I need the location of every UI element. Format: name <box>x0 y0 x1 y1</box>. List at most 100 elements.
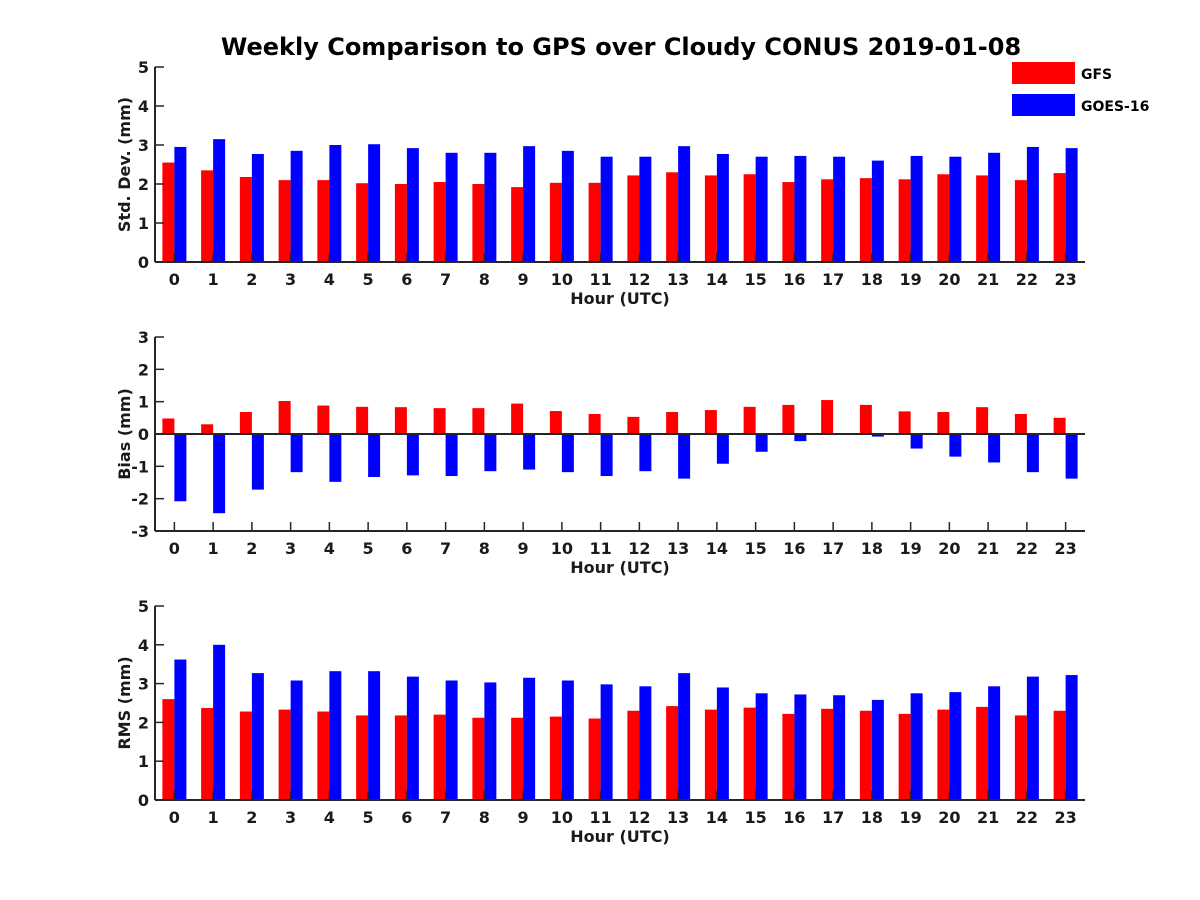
x-tick-label-stddev-5: 5 <box>363 270 374 289</box>
y-tick-label-stddev-2: 2 <box>138 175 149 194</box>
bar-stddev-goes16-16 <box>794 155 807 262</box>
bar-rms-gfs-6 <box>394 715 407 800</box>
bar-stddev-goes16-4 <box>329 145 342 262</box>
bar-rms-goes16-15 <box>755 693 768 800</box>
x-tick-label-stddev-15: 15 <box>744 270 766 289</box>
bar-rms-goes16-19 <box>910 693 923 800</box>
bar-bias-gfs-7 <box>433 408 446 434</box>
x-tick-label-rms-21: 21 <box>977 808 999 827</box>
bar-bias-gfs-0 <box>162 418 175 434</box>
x-tick-label-bias-22: 22 <box>1016 539 1038 558</box>
bar-bias-goes16-14 <box>716 434 729 464</box>
bar-bias-gfs-17 <box>821 400 834 434</box>
bar-bias-gfs-22 <box>1014 413 1027 434</box>
bar-rms-gfs-20 <box>937 709 950 800</box>
x-tick-label-rms-4: 4 <box>324 808 335 827</box>
bar-stddev-gfs-6 <box>394 184 407 262</box>
legend-swatch-goes16 <box>1012 94 1075 116</box>
y-axis-label-bias: Bias (mm) <box>115 388 134 480</box>
y-tick-label-bias-4: 1 <box>138 393 149 412</box>
bar-bias-gfs-15 <box>743 406 756 434</box>
bar-stddev-goes16-23 <box>1065 148 1078 262</box>
bar-stddev-goes16-10 <box>561 150 574 262</box>
x-tick-label-stddev-3: 3 <box>285 270 296 289</box>
bar-stddev-gfs-9 <box>511 187 524 262</box>
bar-stddev-gfs-11 <box>588 182 601 262</box>
bar-stddev-goes16-11 <box>600 156 613 262</box>
x-tick-label-rms-10: 10 <box>551 808 573 827</box>
bar-rms-goes16-0 <box>174 659 187 800</box>
x-tick-label-stddev-7: 7 <box>440 270 451 289</box>
x-axis-label-stddev: Hour (UTC) <box>570 289 670 308</box>
bar-stddev-goes16-21 <box>988 152 1001 262</box>
bar-rms-gfs-4 <box>317 711 330 800</box>
x-tick-label-rms-9: 9 <box>518 808 529 827</box>
bar-stddev-gfs-21 <box>976 175 989 262</box>
bar-bias-goes16-1 <box>213 434 226 514</box>
x-tick-label-rms-12: 12 <box>628 808 650 827</box>
bar-stddev-goes16-5 <box>368 144 381 262</box>
bar-stddev-goes16-3 <box>290 150 303 262</box>
x-axis-label-rms: Hour (UTC) <box>570 827 670 846</box>
x-tick-label-stddev-19: 19 <box>899 270 921 289</box>
y-axis-label-rms: RMS (mm) <box>115 656 134 749</box>
bar-rms-gfs-9 <box>511 717 524 800</box>
bar-stddev-goes16-0 <box>174 146 187 262</box>
bar-rms-goes16-4 <box>329 671 342 800</box>
bar-rms-gfs-2 <box>239 711 252 800</box>
bar-rms-gfs-21 <box>976 706 989 800</box>
x-tick-label-bias-18: 18 <box>861 539 883 558</box>
bar-bias-gfs-2 <box>239 412 252 434</box>
x-tick-label-rms-20: 20 <box>938 808 960 827</box>
bar-stddev-goes16-13 <box>678 146 691 262</box>
y-tick-label-stddev-3: 3 <box>138 136 149 155</box>
bar-rms-gfs-22 <box>1014 715 1027 800</box>
x-tick-label-rms-7: 7 <box>440 808 451 827</box>
x-tick-label-stddev-12: 12 <box>628 270 650 289</box>
bar-bias-gfs-10 <box>549 411 562 434</box>
bar-stddev-goes16-19 <box>910 155 923 262</box>
y-tick-label-rms-0: 0 <box>138 791 149 810</box>
x-tick-label-rms-8: 8 <box>479 808 490 827</box>
bar-bias-gfs-4 <box>317 405 330 434</box>
x-tick-label-stddev-8: 8 <box>479 270 490 289</box>
bar-rms-gfs-0 <box>162 699 175 800</box>
bar-bias-gfs-16 <box>782 404 795 434</box>
x-tick-label-stddev-14: 14 <box>706 270 728 289</box>
x-tick-label-rms-5: 5 <box>363 808 374 827</box>
bar-stddev-goes16-15 <box>755 156 768 262</box>
bar-rms-goes16-23 <box>1065 675 1078 800</box>
bar-stddev-gfs-12 <box>627 175 640 262</box>
bar-bias-goes16-6 <box>406 434 419 476</box>
x-tick-label-rms-19: 19 <box>899 808 921 827</box>
bar-stddev-gfs-3 <box>278 180 291 262</box>
bar-rms-gfs-10 <box>549 716 562 800</box>
bar-rms-goes16-11 <box>600 684 613 800</box>
bar-stddev-gfs-1 <box>201 170 214 262</box>
bar-stddev-gfs-14 <box>704 175 717 262</box>
bar-bias-goes16-19 <box>910 434 923 449</box>
bar-rms-goes16-13 <box>678 673 691 800</box>
bar-bias-gfs-14 <box>704 410 717 434</box>
bar-stddev-goes16-6 <box>406 148 419 262</box>
bar-bias-goes16-11 <box>600 434 613 477</box>
x-tick-label-bias-8: 8 <box>479 539 490 558</box>
bar-bias-goes16-2 <box>251 434 264 490</box>
bar-rms-goes16-10 <box>561 680 574 800</box>
bar-rms-gfs-1 <box>201 708 214 800</box>
x-tick-label-stddev-9: 9 <box>518 270 529 289</box>
x-tick-label-bias-10: 10 <box>551 539 573 558</box>
x-tick-label-rms-23: 23 <box>1054 808 1076 827</box>
chart-title: Weekly Comparison to GPS over Cloudy CON… <box>221 33 1021 61</box>
x-tick-label-stddev-4: 4 <box>324 270 335 289</box>
bar-stddev-goes16-7 <box>445 152 458 262</box>
x-tick-label-bias-0: 0 <box>169 539 180 558</box>
bar-rms-goes16-20 <box>949 692 962 800</box>
bar-bias-gfs-21 <box>976 407 989 434</box>
bar-stddev-gfs-10 <box>549 182 562 262</box>
y-tick-label-rms-3: 3 <box>138 675 149 694</box>
bar-rms-goes16-3 <box>290 680 303 800</box>
